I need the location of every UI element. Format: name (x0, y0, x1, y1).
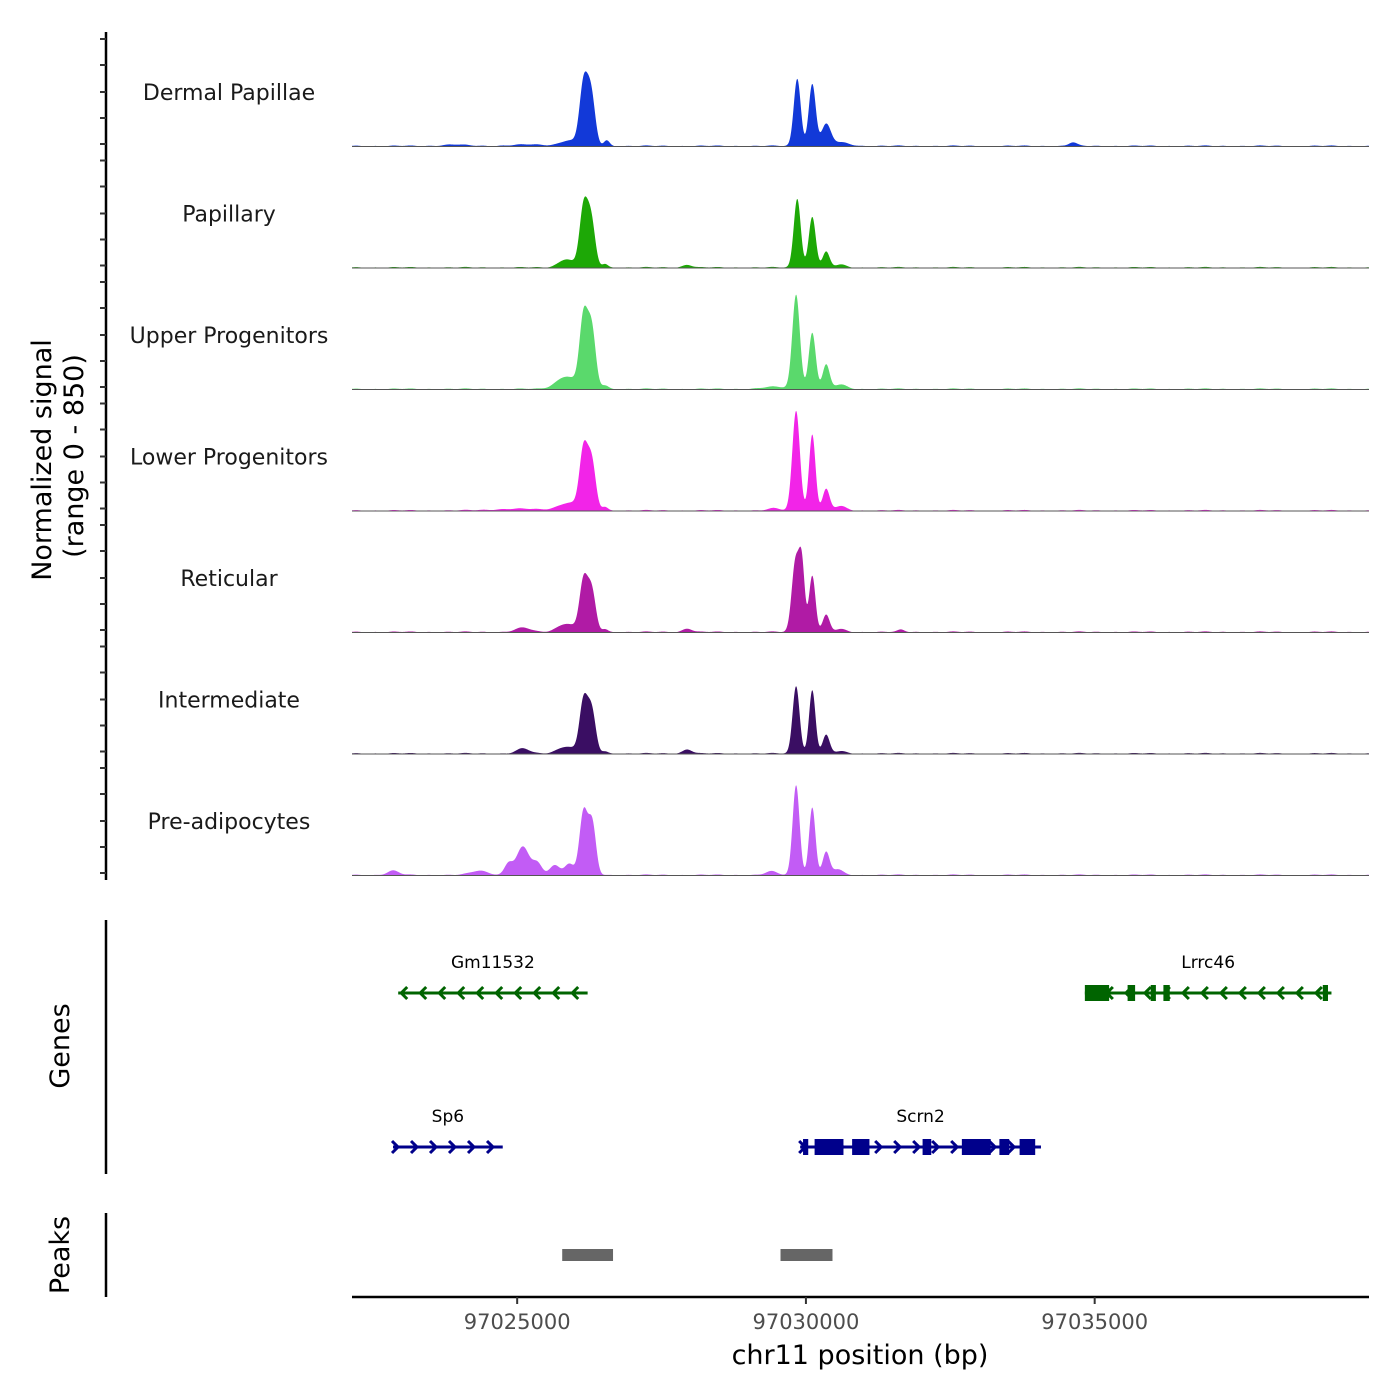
strand-arrow-icon (1237, 985, 1247, 1001)
strand-arrow-icon (532, 985, 542, 1001)
coverage-area (352, 294, 1369, 390)
strand-arrow-icon (912, 1139, 922, 1155)
peaks-panel (562, 1249, 833, 1261)
gene: Lrrc46 (1084, 953, 1332, 1001)
x-tick-label: 97035000 (1041, 1310, 1148, 1334)
exon (922, 1139, 932, 1155)
peaks-panel-label: Peaks (45, 1216, 76, 1294)
coverage-track: Reticular (180, 546, 1369, 633)
coverage-track: Pre-adipocytes (148, 785, 1369, 876)
strand-arrow-icon (437, 985, 447, 1001)
x-axis-ticks: 97025000 97030000 97035000 (464, 1297, 1148, 1334)
y-axis-title-line1: Normalized signal (27, 339, 58, 581)
exon (852, 1139, 870, 1155)
strand-arrow-icon (390, 1139, 401, 1155)
exon (1163, 985, 1170, 1001)
strand-arrow-icon (428, 1139, 439, 1155)
coverage-track: Dermal Papillae (143, 71, 1369, 147)
strand-arrow-icon (1199, 985, 1209, 1001)
strand-arrow-icon (513, 985, 523, 1001)
exon (999, 1139, 1010, 1155)
strand-arrow-icon (418, 985, 428, 1001)
exon (1019, 1139, 1036, 1155)
strand-arrow-icon (950, 1139, 960, 1155)
peak-region (562, 1249, 614, 1261)
track-label: Papillary (182, 203, 276, 228)
strand-arrow-icon (1142, 985, 1152, 1001)
exon (803, 1139, 809, 1155)
strand-arrow-icon (1007, 1139, 1017, 1155)
exon (1150, 985, 1156, 1001)
gene-label: Scrn2 (896, 1107, 944, 1127)
exon (961, 1139, 991, 1155)
gene-label: Sp6 (432, 1107, 464, 1127)
exon (814, 1139, 844, 1155)
exon (1322, 985, 1328, 1001)
track-label: Pre-adipocytes (148, 810, 311, 835)
coverage-area (352, 686, 1369, 754)
track-label: Reticular (180, 567, 278, 592)
strand-arrow-icon (399, 985, 409, 1001)
strand-arrow-icon (988, 1139, 998, 1155)
strand-arrow-icon (466, 1139, 477, 1155)
gene: Gm11532 (398, 953, 588, 1001)
x-axis-title: chr11 position (bp) (732, 1340, 989, 1371)
exon (1084, 985, 1110, 1001)
x-tick-label: 97025000 (464, 1310, 571, 1334)
track-label: Lower Progenitors (130, 446, 328, 471)
gene: Sp6 (390, 1107, 503, 1155)
strand-arrow-icon (485, 1139, 496, 1155)
x-tick-label: 97030000 (752, 1310, 859, 1334)
strand-arrow-icon (447, 1139, 458, 1155)
coverage-panel: Dermal Papillae Papillary Upper Progenitor… (130, 71, 1369, 876)
strand-arrow-icon (570, 985, 580, 1001)
coverage-area (352, 546, 1369, 633)
strand-arrow-icon (1294, 985, 1304, 1001)
track-label: Intermediate (158, 689, 300, 714)
coverage-track: Intermediate (158, 686, 1369, 755)
gene-label: Lrrc46 (1181, 953, 1235, 973)
coverage-area (352, 410, 1369, 511)
peak-region (780, 1249, 833, 1261)
strand-arrow-icon (874, 1139, 884, 1155)
gene-label: Gm11532 (451, 953, 535, 973)
strand-arrow-icon (475, 985, 485, 1001)
strand-arrow-icon (409, 1139, 420, 1155)
exon (1127, 985, 1136, 1001)
strand-arrow-icon (1275, 985, 1285, 1001)
strand-arrow-icon (931, 1139, 941, 1155)
coverage-track: Papillary (182, 196, 1369, 269)
strand-arrow-icon (1256, 985, 1266, 1001)
track-label: Dermal Papillae (143, 81, 315, 106)
coverage-area (352, 71, 1369, 147)
strand-arrow-icon (494, 985, 504, 1001)
strand-arrow-icon (551, 985, 561, 1001)
coverage-track: Lower Progenitors (130, 410, 1369, 512)
coverage-y-ticks (100, 38, 106, 874)
y-axis-title-line2: (range 0 - 850) (59, 354, 90, 558)
genes-panel: Gm11532 Lrrc46 Sp6 Scrn2 (390, 953, 1332, 1155)
coverage-area (352, 196, 1369, 268)
strand-arrow-icon (1218, 985, 1228, 1001)
track-label: Upper Progenitors (130, 324, 329, 349)
coverage-track: Upper Progenitors (130, 294, 1369, 390)
genes-panel-label: Genes (45, 1003, 76, 1088)
strand-arrow-icon (1313, 985, 1323, 1001)
strand-arrow-icon (893, 1139, 903, 1155)
strand-arrow-icon (1180, 985, 1190, 1001)
coverage-area (352, 785, 1369, 876)
gene: Scrn2 (798, 1107, 1041, 1155)
strand-arrow-icon (456, 985, 466, 1001)
